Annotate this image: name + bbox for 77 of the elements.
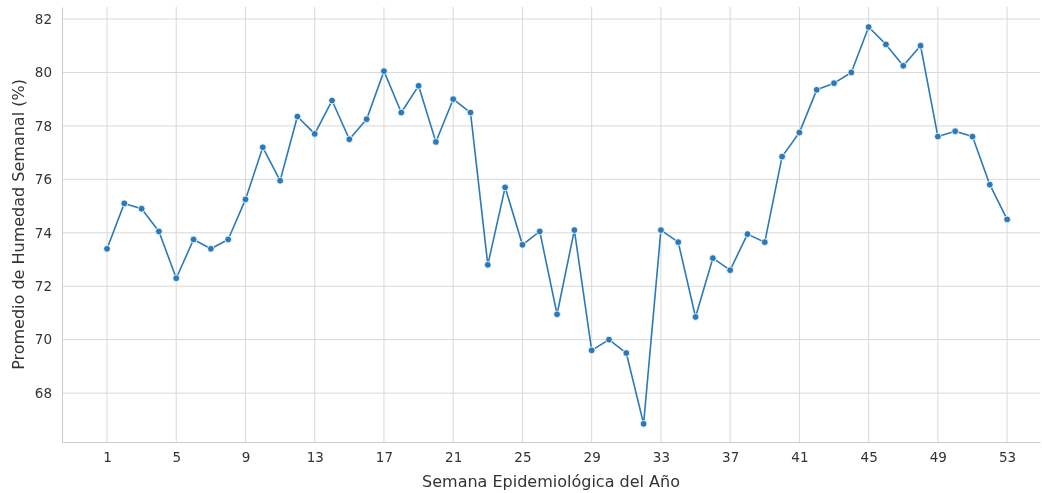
point xyxy=(674,238,683,246)
x-tick-label: 33 xyxy=(652,448,671,465)
x-tick-label: 29 xyxy=(583,448,601,465)
point xyxy=(709,254,717,262)
point xyxy=(535,227,544,236)
x-tick-label: 1 xyxy=(103,448,112,465)
point xyxy=(484,261,492,269)
point xyxy=(293,112,302,121)
point xyxy=(432,138,440,146)
point xyxy=(310,130,319,138)
point xyxy=(155,227,163,236)
point xyxy=(830,79,838,87)
point xyxy=(189,235,198,244)
x-tick-label: 41 xyxy=(791,448,809,465)
x-tick-label: 17 xyxy=(375,448,394,465)
x-tick-label: 5 xyxy=(172,448,182,465)
x-axis-title: Semana Epidemiológica del Año xyxy=(422,472,680,491)
point xyxy=(587,346,596,355)
point xyxy=(968,132,977,141)
x-tick-label: 21 xyxy=(445,448,463,465)
x-tick-label: 53 xyxy=(999,448,1017,465)
y-tick-label: 72 xyxy=(34,278,52,295)
point xyxy=(847,68,856,77)
point xyxy=(103,245,111,253)
point xyxy=(380,67,388,75)
y-axis-title: Promedio de Humedad Semanal (%) xyxy=(9,79,28,370)
y-tick-label: 80 xyxy=(34,64,52,81)
point xyxy=(241,195,250,204)
point xyxy=(207,245,215,253)
point xyxy=(639,420,648,428)
y-tick-label: 82 xyxy=(34,10,52,27)
point xyxy=(328,96,336,105)
point xyxy=(812,86,821,94)
point xyxy=(362,115,371,123)
point xyxy=(864,23,873,31)
point xyxy=(657,226,665,234)
point xyxy=(466,108,475,117)
point xyxy=(760,238,769,246)
point xyxy=(137,204,146,213)
y-tick-label: 78 xyxy=(34,117,52,134)
x-tick-label: 13 xyxy=(306,448,324,465)
point xyxy=(899,62,908,70)
x-tick-label: 45 xyxy=(860,448,878,465)
point xyxy=(449,95,457,103)
point xyxy=(795,128,804,137)
point xyxy=(743,230,752,238)
point xyxy=(224,235,232,244)
x-tick-label: 25 xyxy=(514,448,532,465)
point xyxy=(691,313,700,321)
y-tick-label: 68 xyxy=(34,384,52,401)
point xyxy=(1003,215,1011,224)
point xyxy=(276,176,284,185)
point xyxy=(934,132,942,141)
point xyxy=(986,180,994,189)
point xyxy=(518,241,527,249)
x-tick-label: 37 xyxy=(722,448,740,465)
y-tick-label: 70 xyxy=(34,331,52,348)
y-tick-label: 76 xyxy=(34,171,52,188)
point xyxy=(916,41,925,50)
point xyxy=(345,135,354,144)
x-tick-label: 9 xyxy=(241,448,251,465)
point xyxy=(120,199,129,208)
point xyxy=(259,143,267,152)
point xyxy=(501,183,509,192)
point xyxy=(172,274,181,282)
point xyxy=(553,310,561,319)
point xyxy=(882,40,890,49)
point xyxy=(951,127,959,136)
point xyxy=(570,226,579,234)
point xyxy=(622,349,631,357)
x-tick-label: 49 xyxy=(929,448,947,465)
point xyxy=(414,82,423,90)
point xyxy=(778,152,786,161)
y-tick-label: 74 xyxy=(34,224,52,241)
point xyxy=(397,108,406,117)
point xyxy=(726,266,734,274)
point xyxy=(605,335,613,344)
